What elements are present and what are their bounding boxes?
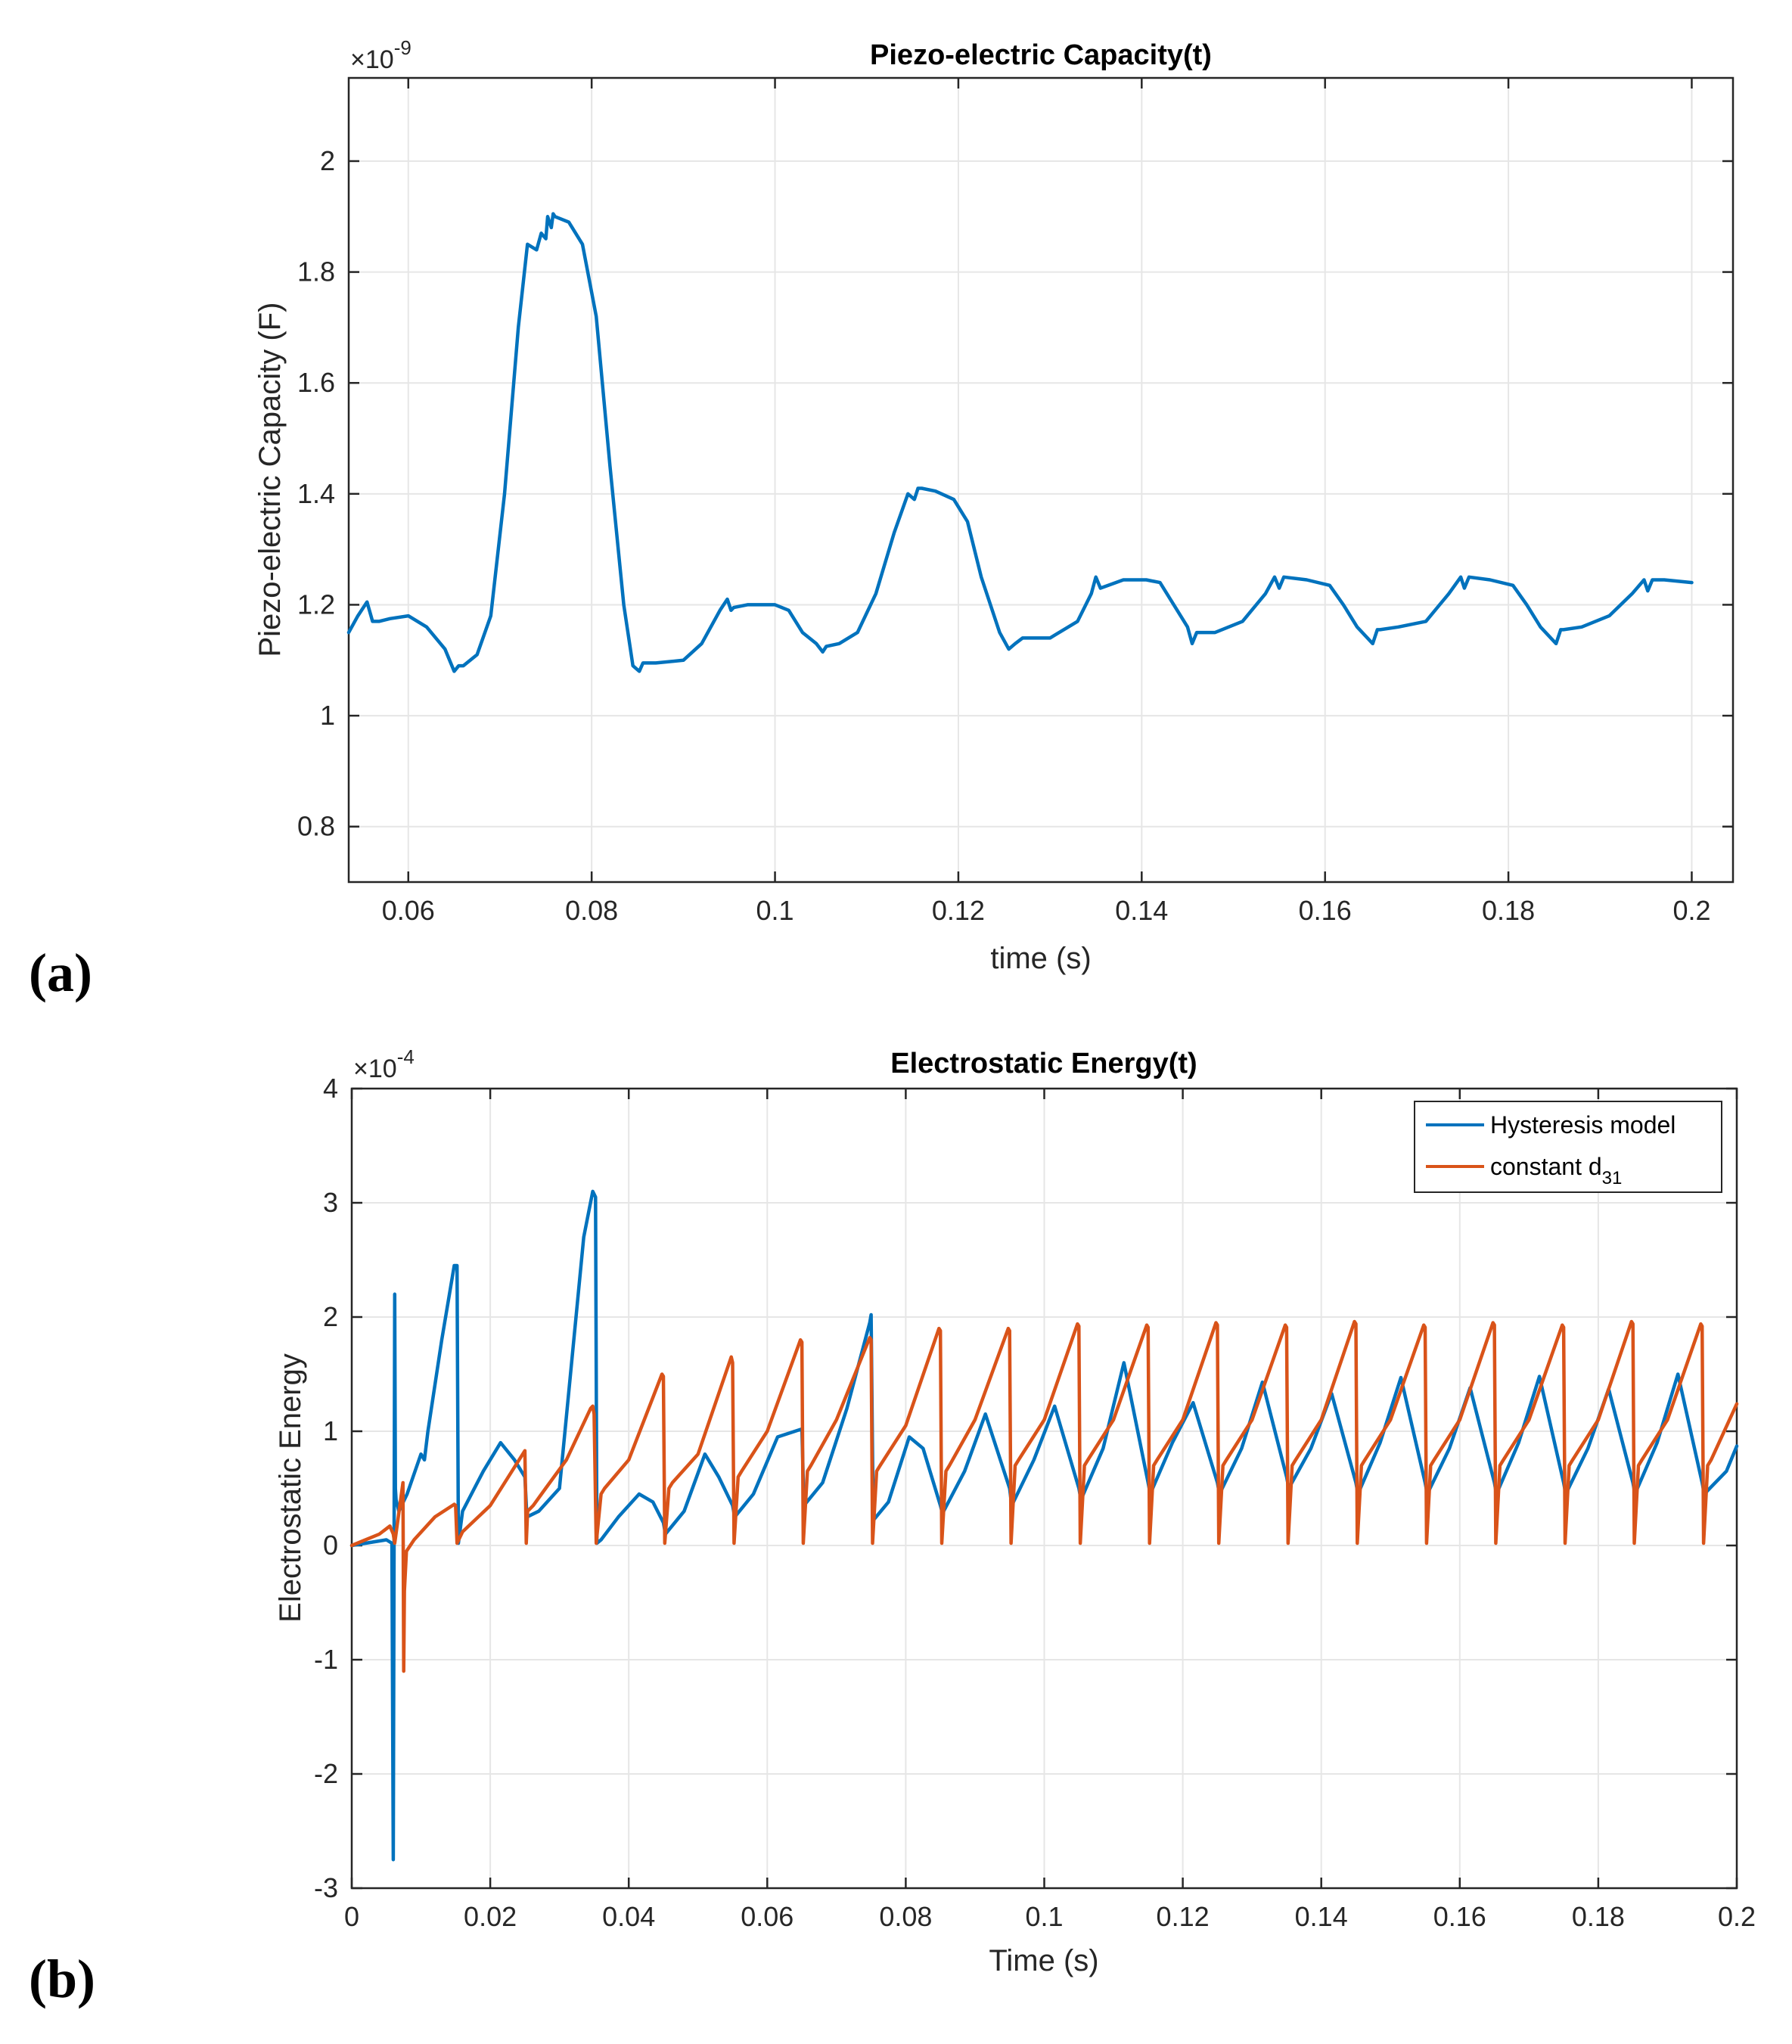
panel-b-exponent-power: -4 (397, 1045, 415, 1068)
x-tick-label: 0.2 (1718, 1901, 1756, 1932)
panel-a-plot-frame (347, 76, 1735, 884)
panel-b: 0 0.02 0.04 0.06 0.08 0.1 0.12 0.14 0.16 0.18 0.2 -… (29, 1045, 1756, 2009)
y-tick-label: 2 (320, 145, 335, 176)
panel-a-x-axis-label: time (s) (990, 942, 1091, 975)
y-tick-label: 1 (323, 1415, 338, 1446)
x-tick-label: 0.18 (1482, 895, 1535, 926)
x-tick-label: 0.14 (1115, 895, 1168, 926)
y-tick-label: 0.8 (297, 811, 335, 842)
y-tick-label: 1.4 (297, 478, 335, 509)
panel-a-ticks: 0.06 0.08 0.1 0.12 0.14 0.16 0.18 0.2 0.8 1 1.2 1.4… (297, 78, 1733, 926)
x-tick-label: 0.2 (1672, 895, 1710, 926)
legend-box (1414, 1101, 1722, 1193)
x-tick-label: 0.12 (1157, 1901, 1210, 1932)
x-tick-label: 0.16 (1433, 1901, 1486, 1932)
panel-a-exponent-power: -9 (394, 36, 412, 59)
legend-label-constant-text: constant d (1490, 1153, 1602, 1180)
panel-a-label: (a) (29, 943, 92, 1003)
y-tick-label: 1.8 (297, 256, 335, 287)
x-tick-label: 0.1 (1025, 1901, 1063, 1932)
panel-a-y-axis-label: Piezo-electric Capacity (F) (253, 302, 287, 657)
panel-a-y-exponent: ×10-9 (350, 36, 412, 74)
legend-label-hysteresis: Hysteresis model (1490, 1111, 1676, 1138)
panel-b-y-axis-label: Electrostatic Energy (274, 1353, 307, 1623)
series-line-piezo-electric-capacity (346, 212, 1694, 673)
y-tick-label: 1 (320, 700, 335, 731)
x-tick-label: 0.08 (879, 1901, 932, 1932)
x-tick-label: 0.1 (756, 895, 794, 926)
panel-b-title: Electrostatic Energy(t) (890, 1048, 1197, 1079)
y-tick-label: 1.2 (297, 589, 335, 620)
panel-a-grid (349, 78, 1733, 882)
x-tick-label: 0.08 (565, 895, 618, 926)
panel-a: 0.06 0.08 0.1 0.12 0.14 0.16 0.18 0.2 0.8 1 1.2 1.4… (29, 36, 1735, 1003)
y-tick-label: 3 (323, 1187, 338, 1218)
y-tick-label: -2 (314, 1758, 338, 1789)
x-tick-label: 0.18 (1572, 1901, 1625, 1932)
y-tick-label: 0 (323, 1530, 338, 1561)
panel-b-exponent-base: ×10 (353, 1055, 397, 1083)
panel-b-label: (b) (29, 1949, 95, 2009)
y-tick-label: 1.6 (297, 367, 335, 398)
panel-a-exponent-base: ×10 (350, 45, 394, 74)
x-tick-label: 0.14 (1295, 1901, 1348, 1932)
panel-b-series (349, 1189, 1739, 1862)
y-tick-label: 4 (323, 1073, 338, 1104)
y-tick-label: -3 (314, 1872, 338, 1903)
x-tick-label: 0.06 (382, 895, 435, 926)
x-tick-label: 0.02 (464, 1901, 517, 1932)
panel-a-series (346, 212, 1694, 673)
y-tick-label: -1 (314, 1644, 338, 1675)
legend-label-subscript: 31 (1602, 1168, 1623, 1188)
x-tick-label: 0.16 (1299, 895, 1352, 926)
panel-b-legend: Hysteresis model constant d31 (1414, 1101, 1722, 1193)
panel-a-title: Piezo-electric Capacity(t) (870, 39, 1212, 71)
panel-b-y-exponent: ×10-4 (353, 1045, 415, 1083)
legend-label-constant-d31: constant d31 (1490, 1153, 1622, 1188)
panel-b-x-axis-label: Time (s) (989, 1944, 1098, 1977)
x-tick-label: 0.12 (932, 895, 985, 926)
x-tick-label: 0 (344, 1901, 359, 1932)
series-line-constant-d31 (349, 1319, 1739, 1673)
x-tick-label: 0.06 (741, 1901, 794, 1932)
panel-b-ticks: 0 0.02 0.04 0.06 0.08 0.1 0.12 0.14 0.16 0.18 0.2 -… (314, 1073, 1756, 1932)
x-tick-label: 0.04 (602, 1901, 655, 1932)
y-tick-label: 2 (323, 1301, 338, 1332)
